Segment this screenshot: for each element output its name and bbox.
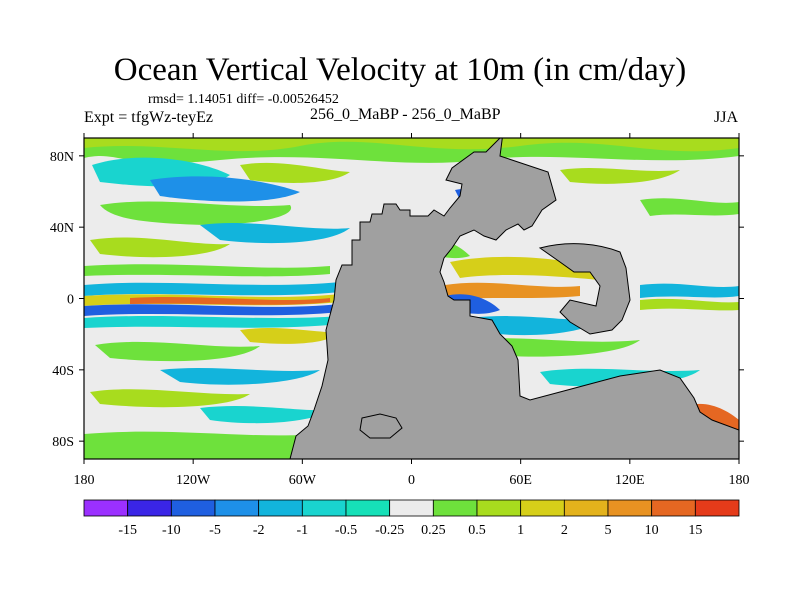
velocity-field (84, 138, 739, 459)
colorbar-label: 0.5 (468, 523, 486, 538)
colorbar-swatch (563, 499, 609, 517)
blob-spac-2 (160, 368, 320, 385)
blob-ep-2 (640, 298, 739, 311)
diff-value: diff= -0.00526452 (236, 92, 339, 107)
colorbar-swatch (214, 499, 260, 517)
x-tick-label: 180 (729, 473, 750, 488)
colorbar-swatch (83, 499, 129, 517)
colorbar-label: -10 (162, 523, 181, 538)
colorbar-label: 10 (645, 523, 659, 538)
y-tick-label: 80N (50, 150, 74, 165)
eq-stripe-3 (130, 297, 330, 305)
blob-npac-4 (200, 223, 350, 244)
y-axis: 80N 40N 0 40S 80S (50, 150, 744, 450)
eq-stripe-6 (84, 264, 330, 277)
x-tick-label: 120W (176, 473, 211, 488)
rmsd-value: rmsd= 1.14051 (148, 92, 233, 107)
colorbar-label: 1 (517, 523, 524, 538)
colorbar-swatch (389, 499, 434, 517)
y-tick-label: 40N (50, 221, 74, 236)
blob-io-2 (445, 282, 580, 300)
y-tick-label: 40S (52, 364, 74, 379)
colorbar-label: -0.5 (335, 523, 357, 538)
arctic-band-inner (84, 141, 739, 163)
colorbar-swatch (345, 499, 391, 517)
eq-stripe-1 (84, 282, 340, 296)
blob-spac-3 (90, 389, 250, 408)
colorbar-label: -15 (118, 523, 137, 538)
blob-ep-4 (560, 168, 680, 184)
x-tick-label: 180 (74, 473, 95, 488)
colorbar-label: 2 (561, 523, 568, 538)
stats-line: rmsd= 1.14051 diff= -0.00526452 (148, 92, 339, 108)
colorbar-swatch (651, 499, 696, 517)
x-tick-label: 60E (509, 473, 532, 488)
colorbar-swatch (694, 499, 740, 517)
blob-npac-5 (90, 237, 230, 258)
colorbar-swatch (476, 499, 522, 517)
colorbar-label: -5 (209, 523, 221, 538)
land-island-south (359, 413, 403, 439)
x-tick-label: 60W (289, 473, 317, 488)
colorbar-label: -2 (253, 523, 265, 538)
colorbar-swatch (432, 499, 478, 517)
colorbar-swatch (170, 499, 216, 517)
x-tick-label: 0 (408, 473, 415, 488)
land-indo-australia (538, 243, 631, 335)
colorbar-swatch (127, 499, 172, 517)
colorbar-swatch (520, 499, 565, 517)
blob-spac-1 (95, 341, 260, 362)
blob-spac-4 (200, 406, 330, 424)
blob-npac-3 (100, 201, 292, 225)
colorbar-swatch (258, 499, 303, 517)
blob-ep-3 (640, 198, 739, 216)
land-masses (289, 138, 739, 459)
land-americas-europe-africa (289, 138, 739, 459)
season-label: JJA (714, 109, 739, 126)
colorbar-swatch (301, 499, 347, 517)
blob-ep-1 (640, 283, 739, 298)
colorbar-label: -1 (296, 523, 308, 538)
colorbar: -15 -10 -5 -2 -1 -0.5 -0.25 0.25 0.5 1 2 5 10 15 (83, 499, 740, 538)
experiment-label: Expt = tfgWz-teyEz (84, 109, 213, 126)
blob-io-4 (470, 316, 600, 336)
blob-spac-5 (240, 328, 340, 344)
x-axis: 180 120W 60W 0 60E 120E 180 (74, 133, 750, 488)
case-id-label: 256_0_MaBP - 256_0_MaBP (310, 106, 501, 123)
x-tick-label: 120E (615, 473, 645, 488)
blob-npac-2 (150, 176, 300, 202)
colorbar-label: 15 (688, 523, 702, 538)
y-tick-label: 0 (67, 293, 74, 308)
colorbar-label: 0.25 (421, 523, 446, 538)
blob-npac-6 (240, 162, 350, 183)
eq-stripe-5 (84, 316, 340, 328)
colorbar-label: -0.25 (375, 523, 404, 538)
map-title: Ocean Vertical Velocity at 10m (in cm/da… (113, 52, 687, 88)
colorbar-swatch (607, 499, 653, 517)
colorbar-label: 5 (605, 523, 612, 538)
y-tick-label: 80S (52, 435, 74, 450)
eq-stripe-4 (84, 304, 340, 316)
